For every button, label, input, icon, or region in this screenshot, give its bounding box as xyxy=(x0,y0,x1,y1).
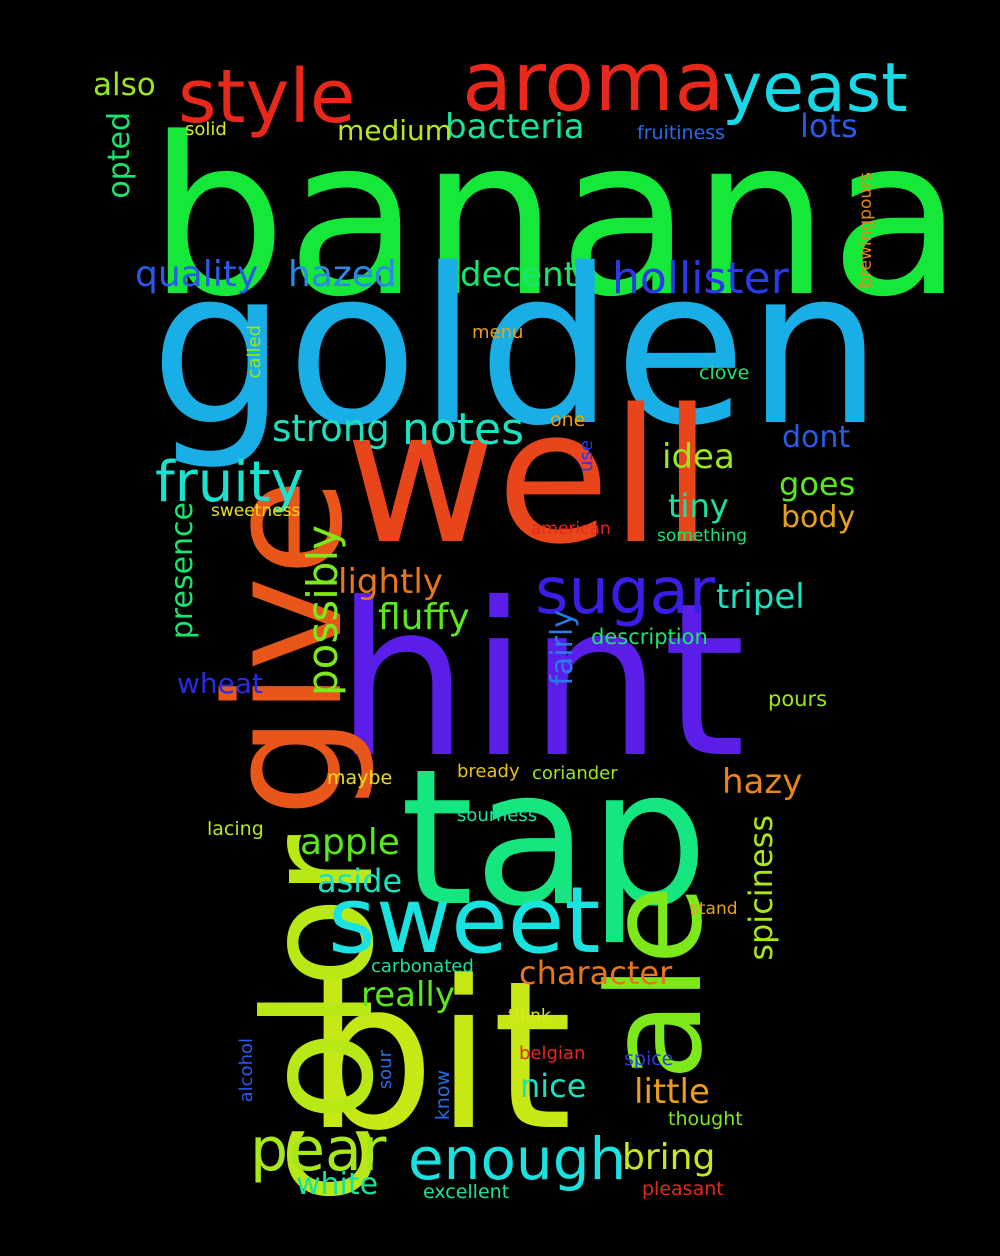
word-body: body xyxy=(781,500,856,535)
word-idea: idea xyxy=(662,437,735,477)
word-something: something xyxy=(657,526,748,546)
word-little: little xyxy=(634,1072,710,1112)
word-aroma: aroma xyxy=(462,35,725,130)
word-maybe: maybe xyxy=(327,767,393,789)
word-nice: nice xyxy=(520,1067,587,1105)
word-alcohol: alcohol xyxy=(236,1038,257,1103)
word-sugar: sugar xyxy=(535,555,716,629)
word-sour: sour xyxy=(375,1050,396,1090)
word-presence: presence xyxy=(165,502,200,640)
word-sourness: sourness xyxy=(457,805,538,826)
word-lacing: lacing xyxy=(207,818,264,840)
word-hazed: hazed xyxy=(288,254,397,295)
word-description: description xyxy=(591,625,708,649)
word-spiciness: spiciness xyxy=(742,815,780,961)
word-medium: medium xyxy=(337,114,453,147)
word-bit: bit xyxy=(305,938,573,1176)
word-opted: opted xyxy=(102,112,137,199)
word-fairly: fairly xyxy=(545,610,580,686)
word-bready: bready xyxy=(457,761,520,782)
word-lightly: lightly xyxy=(338,562,443,602)
word-wheat: wheat xyxy=(177,667,264,700)
word-pear: pear xyxy=(250,1115,387,1185)
word-banana: banana xyxy=(148,92,964,345)
word-pleasant: pleasant xyxy=(642,1178,724,1200)
word-goes: goes xyxy=(779,465,856,503)
word-dont: dont xyxy=(782,420,851,455)
word-excellent: excellent xyxy=(423,1181,510,1203)
word-use: use xyxy=(576,440,597,472)
word-decent: decent xyxy=(460,255,577,295)
word-fruity: fruity xyxy=(155,450,304,515)
word-sweetness: sweetness xyxy=(211,501,301,521)
word-well: well xyxy=(345,369,713,585)
word-stand: stand xyxy=(690,899,738,919)
word-hazy: hazy xyxy=(722,762,803,802)
word-yeast: yeast xyxy=(722,49,908,128)
word-spice: spice xyxy=(624,1048,674,1070)
word-lots: lots xyxy=(800,107,858,145)
word-coriander: coriander xyxy=(532,763,618,784)
word-brewingpours: brewingpours xyxy=(856,172,876,288)
word-golden: golden xyxy=(150,222,883,473)
word-solid: solid xyxy=(185,119,227,140)
word-aside: aside xyxy=(317,862,403,900)
word-white: white xyxy=(296,1167,379,1202)
word-bacteria: bacteria xyxy=(445,107,585,147)
word-tripel: tripel xyxy=(716,577,805,617)
word-style: style xyxy=(178,54,356,140)
word-carbonated: carbonated xyxy=(371,956,474,977)
word-fruitiness: fruitiness xyxy=(637,122,726,144)
word-strong: strong xyxy=(272,407,390,450)
word-sweet: sweet xyxy=(328,867,601,974)
word-thought: thought xyxy=(668,1108,743,1130)
word-character: character xyxy=(519,954,673,992)
word-fluffy: fluffy xyxy=(378,597,470,638)
word-know: know xyxy=(432,1070,454,1121)
word-possibly: possibly xyxy=(298,525,347,696)
word-american: american xyxy=(531,519,611,539)
word-pours: pours xyxy=(768,687,828,711)
word-enough: enough xyxy=(408,1125,627,1193)
word-clove: clove xyxy=(699,362,750,384)
word-menu: menu xyxy=(472,322,524,343)
word-hint: hint xyxy=(335,557,746,804)
word-belgian: belgian xyxy=(519,1043,586,1064)
word-think: think xyxy=(508,1006,551,1026)
word-called: called xyxy=(244,325,265,379)
word-apple: apple xyxy=(300,822,400,863)
word-hollister: hollister xyxy=(612,253,789,304)
word-quality: quality xyxy=(135,254,259,295)
word-notes: notes xyxy=(402,404,525,455)
word-one: one xyxy=(550,409,586,431)
word-bring: bring xyxy=(622,1137,716,1178)
word-also: also xyxy=(93,67,156,103)
word-tap: tap xyxy=(400,729,709,948)
word-tiny: tiny xyxy=(668,487,729,525)
word-really: really xyxy=(361,975,455,1015)
